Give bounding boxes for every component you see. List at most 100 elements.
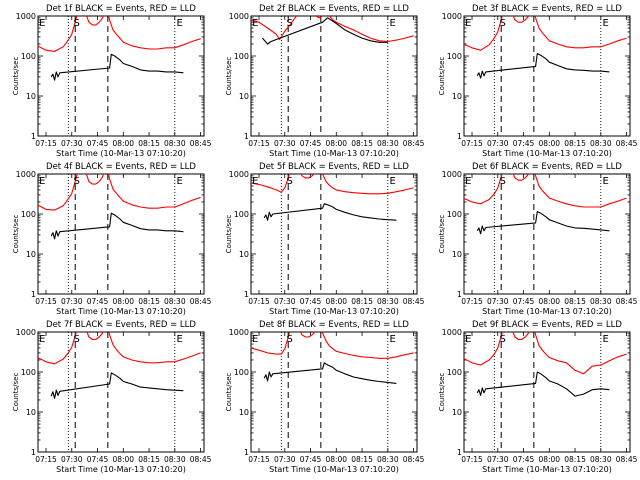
y-tick-label: 1000 (229, 170, 249, 179)
y-tick-label: 1000 (229, 12, 249, 21)
event-marker-label: E (252, 176, 258, 187)
event-marker-label: E (390, 18, 396, 29)
x-tick-label: 07:30 (487, 455, 509, 464)
x-tick-label: 07:15 (248, 297, 270, 306)
series-line-black (50, 372, 184, 399)
event-marker-label: S (286, 176, 292, 187)
y-tick-label: 100 (234, 52, 249, 61)
series-line-black (263, 362, 397, 384)
x-tick-label: 07:30 (274, 297, 296, 306)
series-line-red (464, 16, 627, 51)
y-tick-label: 1 (31, 290, 36, 299)
series-group (38, 174, 201, 240)
x-tick-label: 07:45 (300, 455, 322, 464)
series-group (464, 174, 627, 235)
y-tick-label: 1 (244, 448, 249, 457)
event-marker-label: E (390, 334, 396, 345)
x-tick-label: 07:15 (461, 297, 483, 306)
x-tick-label: 08:00 (112, 139, 134, 148)
x-axis-label: Start Time (10-Mar-13 07:10:20) (269, 465, 399, 474)
event-marker-label: E (252, 18, 258, 29)
event-marker-label: E (390, 176, 396, 187)
event-marker-label: S (499, 334, 505, 345)
y-tick-label: 100 (21, 210, 36, 219)
x-tick-label: 08:30 (377, 297, 399, 306)
chart-panel: Det 3f BLACK = Events, RED = LLD 1 10 100 10… (438, 4, 638, 158)
x-tick-label: 07:15 (461, 455, 483, 464)
x-axis-label: Start Time (10-Mar-13 07:10:20) (56, 149, 186, 158)
x-tick-label: 08:00 (538, 139, 560, 148)
x-tick-label: 08:15 (138, 139, 160, 148)
chart-title: Det 1f BLACK = Events, RED = LLD (46, 4, 196, 14)
y-tick-label: 100 (21, 368, 36, 377)
series-line-red (251, 174, 414, 195)
x-tick-label: 08:30 (377, 139, 399, 148)
x-tick-label: 08:00 (325, 297, 347, 306)
plot-frame (37, 15, 205, 137)
chart-title: Det 8f BLACK = Events, RED = LLD (259, 320, 409, 330)
series-line-red (38, 332, 201, 365)
x-tick-label: 08:15 (138, 455, 160, 464)
x-tick-label: 08:00 (538, 297, 560, 306)
x-axis-label: Start Time (10-Mar-13 07:10:20) (482, 149, 612, 158)
series-group (464, 16, 627, 79)
event-marker-label: E (177, 334, 183, 345)
series-group (251, 332, 414, 384)
x-tick-label: 07:15 (248, 455, 270, 464)
x-tick-label: 07:30 (274, 455, 296, 464)
series-line-black (263, 203, 397, 221)
chart-panel: Det 4f BLACK = Events, RED = LLD 1 10 100 10… (12, 162, 212, 316)
y-tick-label: 1000 (16, 12, 36, 21)
y-tick-label: 1 (31, 448, 36, 457)
y-tick-label: 100 (234, 210, 249, 219)
y-axis-label: Counts/sec (438, 373, 446, 412)
x-tick-label: 08:15 (138, 297, 160, 306)
y-tick-label: 100 (21, 52, 36, 61)
chart-title: Det 2f BLACK = Events, RED = LLD (259, 4, 409, 14)
event-marker-label: E (603, 18, 609, 29)
y-tick-label: 1000 (16, 170, 36, 179)
x-tick-label: 08:30 (164, 455, 186, 464)
x-tick-label: 08:00 (325, 455, 347, 464)
y-tick-label: 1000 (442, 12, 462, 21)
plot-frame (463, 173, 631, 295)
event-marker-label: S (73, 334, 79, 345)
y-axis-label: Counts/sec (225, 215, 233, 254)
chart-title: Det 9f BLACK = Events, RED = LLD (472, 320, 622, 330)
series-line-black (50, 53, 184, 81)
y-tick-label: 1000 (229, 328, 249, 337)
x-tick-label: 07:45 (513, 297, 535, 306)
series-line-black (476, 53, 610, 79)
y-tick-label: 100 (447, 52, 462, 61)
y-tick-label: 10 (26, 250, 36, 259)
x-tick-label: 08:00 (112, 455, 134, 464)
plot-frame (250, 331, 418, 453)
x-tick-label: 08:30 (164, 139, 186, 148)
y-axis-label: Counts/sec (225, 57, 233, 96)
y-tick-label: 10 (239, 92, 249, 101)
x-tick-label: 08:45 (190, 455, 212, 464)
y-tick-label: 1 (244, 132, 249, 141)
x-tick-label: 08:30 (590, 455, 612, 464)
y-axis-label: Counts/sec (438, 215, 446, 254)
y-tick-label: 10 (239, 250, 249, 259)
x-tick-label: 07:30 (487, 297, 509, 306)
series-line-red (38, 174, 201, 211)
x-tick-label: 08:45 (616, 139, 638, 148)
series-group (38, 16, 201, 81)
y-tick-label: 10 (26, 408, 36, 417)
x-tick-label: 08:45 (403, 297, 425, 306)
y-tick-label: 1000 (442, 328, 462, 337)
series-line-black (476, 371, 610, 397)
event-marker-label: S (73, 18, 79, 29)
x-tick-label: 07:15 (35, 297, 57, 306)
x-tick-label: 07:30 (274, 139, 296, 148)
y-axis-label: Counts/sec (12, 215, 20, 254)
event-marker-label: E (39, 334, 45, 345)
x-tick-label: 08:30 (590, 139, 612, 148)
y-axis-label: Counts/sec (12, 57, 20, 96)
x-tick-label: 08:15 (564, 297, 586, 306)
y-axis-label: Counts/sec (12, 373, 20, 412)
x-axis-label: Start Time (10-Mar-13 07:10:20) (482, 465, 612, 474)
series-group (38, 332, 201, 399)
